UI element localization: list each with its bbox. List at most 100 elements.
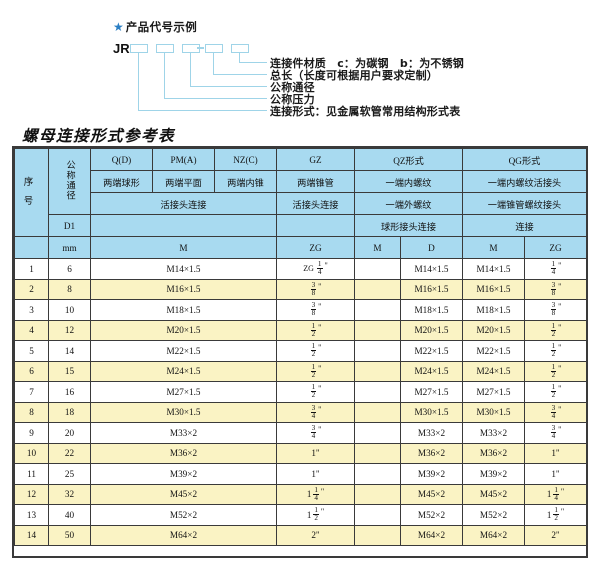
cell-qg-m: M33×2: [462, 422, 525, 444]
cell-gz: 3 8 ": [276, 299, 355, 321]
table-row: 9 20 M33×2 3 4 " M33×2 M33×2 3 4 ": [14, 422, 587, 444]
leader-line-h-2: [164, 98, 267, 100]
cell-gz: 1 1 2 ": [276, 504, 355, 526]
annotation-connection-form: 连接形式：见金属软管常用结构形式表: [270, 105, 461, 118]
cell-qg-zg: 1 1 2 ": [524, 504, 587, 526]
cell-gz: 1 2 ": [276, 360, 355, 382]
cell-qz-d: M16×1.5: [400, 278, 463, 300]
header-group-q-code: Q(D): [111, 154, 132, 165]
product-code-diagram: ★ 产品代号示例 JR 连接件材质 c：为碳钢 b：为不锈钢 总长（长度可根据用…: [0, 0, 600, 122]
cell-qz-m: [354, 299, 401, 321]
table-row: 8 18 M30×1.5 3 4 " M30×1.5 M30×1.5 3 4 ": [14, 401, 587, 423]
cell-seq: 12: [14, 483, 49, 505]
cell-seq: 7: [14, 381, 49, 403]
cell-qg-zg: 1 2 ": [524, 381, 587, 403]
code-box-2: [156, 44, 174, 53]
header-group-nz-code: NZ(C): [233, 154, 258, 165]
cell-nominal-diameter: 6: [48, 258, 91, 280]
star-icon: ★: [113, 20, 124, 34]
cell-gz: 1 2 ": [276, 319, 355, 341]
cell-nominal-diameter: 12: [48, 319, 91, 341]
header-seq: 序 号: [14, 148, 49, 237]
cell-qz-d: M33×2: [400, 422, 463, 444]
table-row: 14 50 M64×2 2" M64×2 M64×2 2": [14, 524, 587, 546]
table-row: 11 25 M39×2 1" M39×2 M39×2 1": [14, 463, 587, 485]
table-row: 10 22 M36×2 1" M36×2 M36×2 1": [14, 442, 587, 464]
header-row-code: 序 号 公称通径 Q(D) PM(A) NZ(C) GZ QZ形式 QG形式: [14, 148, 587, 237]
annotation-total-length: 总长（长度可根据用户要求定制）: [270, 69, 438, 82]
cell-qz-d: M22×1.5: [400, 340, 463, 362]
cell-m-left: M14×1.5: [90, 258, 277, 280]
cell-seq: 10: [14, 442, 49, 464]
cell-seq: 2: [14, 278, 49, 300]
cell-qg-zg: 1 1 4 ": [524, 483, 587, 505]
cell-m-left: M39×2: [90, 463, 277, 485]
header-conn-taper-thread: 一端锥管螺纹接头: [462, 192, 587, 215]
leader-line-h-5: [239, 62, 267, 64]
cell-nominal-diameter: 15: [48, 360, 91, 382]
header-desc-qg: 一端内螺纹活接头: [462, 170, 587, 193]
cell-qg-m: M52×2: [462, 504, 525, 526]
cell-qg-m: M14×1.5: [462, 258, 525, 280]
table-row: 5 14 M22×1.5 1 2 " M22×1.5 M22×1.5 1 2 ": [14, 340, 587, 362]
cell-qg-zg: 1 2 ": [524, 319, 587, 341]
header-group-q: Q(D): [90, 148, 153, 171]
cell-qz-d: M39×2: [400, 463, 463, 485]
header-row-d1: D1 球形接头连接 连接: [15, 214, 587, 237]
cell-m-left: M30×1.5: [90, 401, 277, 423]
cell-qz-m: [354, 381, 401, 403]
code-dash: [197, 47, 204, 49]
cell-qz-m: [354, 360, 401, 382]
cell-qg-m: M24×1.5: [462, 360, 525, 382]
cell-gz: 1 2 ": [276, 381, 355, 403]
cell-gz: 3 4 ": [276, 422, 355, 444]
cell-nominal-diameter: 20: [48, 422, 91, 444]
header-unit-m-qg: M: [462, 236, 525, 259]
annotation-material: 连接件材质 c：为碳钢 b：为不锈钢: [270, 57, 464, 70]
cell-nominal-diameter: 22: [48, 442, 91, 464]
annotation-nominal-pressure: 公称压力: [270, 93, 315, 106]
header-unit-d-qz: D: [400, 236, 463, 259]
header-blank-left: [90, 214, 277, 237]
table-row: 12 32 M45×2 1 1 4 " M45×2 M45×2 1 1 4 ": [14, 483, 587, 505]
cell-nominal-diameter: 25: [48, 463, 91, 485]
header-unit-mm: mm: [48, 236, 91, 259]
code-box-5: [231, 44, 249, 53]
header-desc-q: 两端球形: [90, 170, 153, 193]
code-box-4: [205, 44, 223, 53]
cell-qg-m: M27×1.5: [462, 381, 525, 403]
cell-qz-m: [354, 442, 401, 464]
cell-qg-m: M16×1.5: [462, 278, 525, 300]
cell-qg-zg: 3 8 ": [524, 299, 587, 321]
cell-gz: 3 8 ": [276, 278, 355, 300]
cell-qg-zg: 3 4 ": [524, 422, 587, 444]
cell-seq: 13: [14, 504, 49, 526]
header-unit-m-qz: M: [354, 236, 401, 259]
cell-seq: 9: [14, 422, 49, 444]
cell-qz-m: [354, 504, 401, 526]
product-code-heading: 产品代号示例: [125, 20, 198, 34]
header-desc-nz: 两端内锥: [214, 170, 277, 193]
table-row: 4 12 M20×1.5 1 2 " M20×1.5 M20×1.5 1 2 ": [14, 319, 587, 341]
cell-nominal-diameter: 50: [48, 524, 91, 546]
cell-m-left: M52×2: [90, 504, 277, 526]
cell-m-left: M64×2: [90, 524, 277, 546]
header-d1: D1: [48, 214, 91, 237]
leader-line-v-3: [190, 53, 192, 87]
header-group-gz: GZ: [276, 148, 355, 171]
leader-line-v-2: [164, 53, 166, 99]
cell-qg-m: M30×1.5: [462, 401, 525, 423]
header-desc-gz: 两端锥管: [276, 170, 355, 193]
cell-qz-m: [354, 258, 401, 280]
cell-qg-zg: 2": [524, 524, 587, 546]
leader-line-v-1: [138, 53, 140, 111]
cell-qz-m: [354, 524, 401, 546]
cell-nominal-diameter: 18: [48, 401, 91, 423]
cell-qz-d: M18×1.5: [400, 299, 463, 321]
header-unit-m-left: M: [90, 236, 277, 259]
header-row-units: mm M ZG M D M ZG: [14, 236, 587, 259]
header-conn-union-gz: 活接头连接: [276, 192, 355, 215]
cell-qz-d: M14×1.5: [400, 258, 463, 280]
cell-qz-d: M27×1.5: [400, 381, 463, 403]
cell-nominal-diameter: 40: [48, 504, 91, 526]
